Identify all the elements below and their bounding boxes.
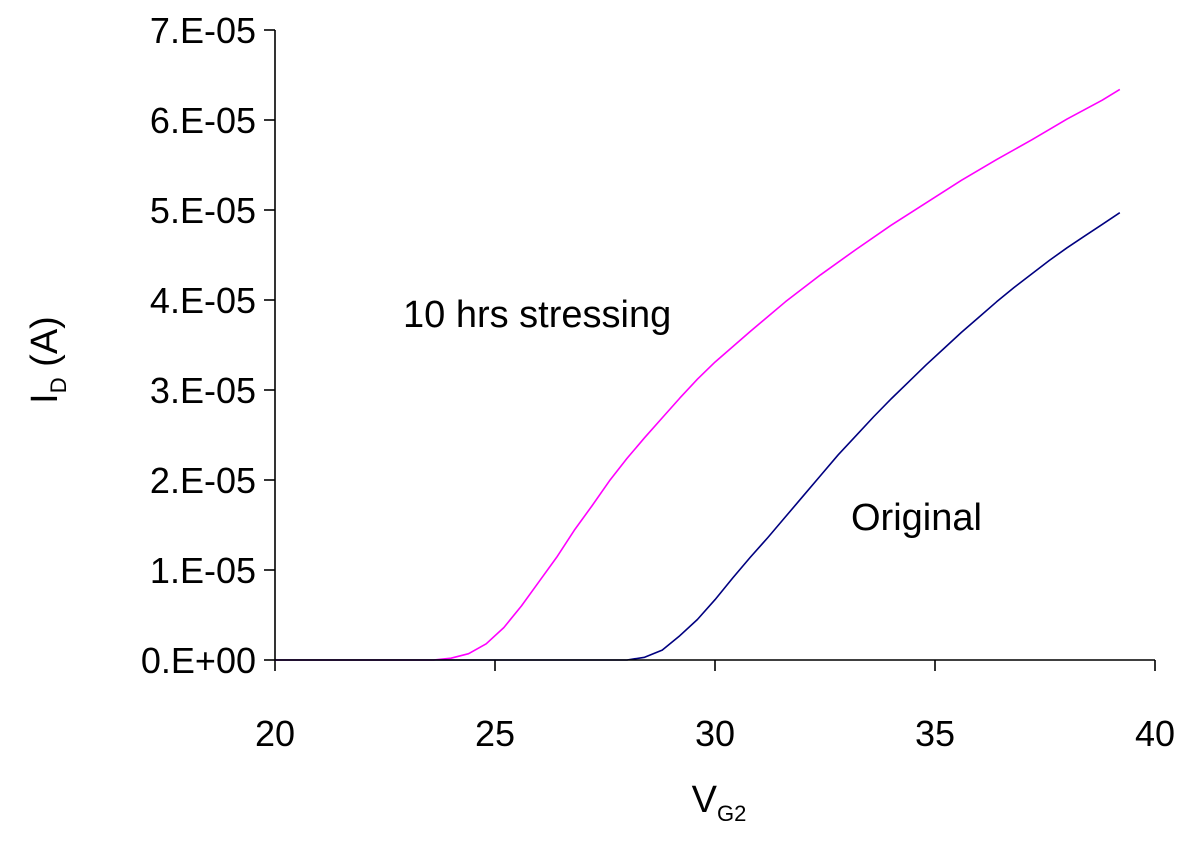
- y-axis-title-unit: (A): [24, 316, 66, 377]
- y-tick-label: 1.E-05: [150, 550, 256, 591]
- y-tick-label: 5.E-05: [150, 190, 256, 231]
- y-axis-title: ID (A): [24, 316, 71, 404]
- x-tick-label: 30: [695, 713, 735, 754]
- y-tick-label: 6.E-05: [150, 100, 256, 141]
- x-axis-title-subscript: G2: [717, 801, 746, 826]
- x-tick-label: 20: [255, 713, 295, 754]
- x-axis-title: VG2: [692, 779, 747, 826]
- x-tick-label: 25: [475, 713, 515, 754]
- y-tick-label: 4.E-05: [150, 280, 256, 321]
- y-axis-ticks: [264, 29, 275, 661]
- y-tick-label: 0.E+00: [141, 640, 256, 681]
- x-axis-title-main: V: [692, 779, 718, 821]
- x-tick-label: 35: [915, 713, 955, 754]
- annotation-10-hrs-stressing: 10 hrs stressing: [403, 294, 671, 336]
- series-line-10-hrs-stressing: [275, 88, 1121, 661]
- x-axis-tick-labels: 20 25 30 35 40: [255, 713, 1175, 754]
- annotation-original: Original: [851, 497, 982, 539]
- y-tick-label: 3.E-05: [150, 370, 256, 411]
- series-line-original: [275, 212, 1121, 661]
- y-axis-title-main: I: [24, 393, 66, 404]
- y-tick-label: 7.E-05: [150, 10, 256, 51]
- y-axis-title-subscript: D: [46, 377, 71, 393]
- series-layer: [275, 88, 1121, 661]
- x-tick-label: 40: [1135, 713, 1175, 754]
- y-tick-label: 2.E-05: [150, 460, 256, 501]
- x-axis-ticks: [274, 660, 1156, 671]
- y-axis-tick-labels: 0.E+00 1.E-05 2.E-05 3.E-05 4.E-05 5.E-05 6.E-…: [141, 10, 256, 681]
